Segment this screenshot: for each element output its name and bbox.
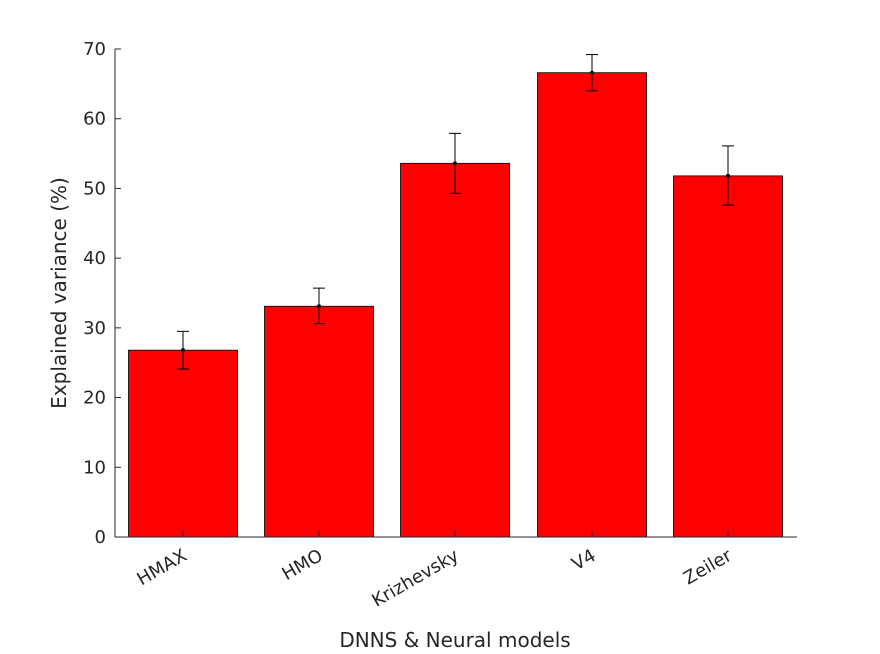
x-tick-label-v4: V4 xyxy=(568,545,599,575)
x-tick-label-hmo: HMO xyxy=(279,545,327,585)
y-tick-label-10: 10 xyxy=(83,457,106,478)
y-tick-label-70: 70 xyxy=(83,39,106,60)
y-tick-label-20: 20 xyxy=(83,388,106,409)
bars-layer xyxy=(128,72,783,538)
bar-krizhevsky xyxy=(400,162,510,538)
x-tick-label-zeiler: Zeiler xyxy=(680,545,736,589)
mean-marker-hmax xyxy=(181,348,185,353)
error-bars-layer xyxy=(177,54,734,370)
bar-hmax xyxy=(128,349,238,538)
y-axis-title: Explained variance (%) xyxy=(47,177,71,409)
bar-zeiler xyxy=(673,175,783,538)
mean-marker-hmo xyxy=(317,304,321,309)
y-tick-label-60: 60 xyxy=(83,109,106,130)
mean-marker-zeiler xyxy=(726,173,730,178)
x-tick-label-hmax: HMAX xyxy=(133,545,190,590)
y-tick-label-0: 0 xyxy=(95,527,106,548)
bar-hmo xyxy=(264,305,374,538)
mean-marker-v4 xyxy=(590,70,594,75)
bar-v4 xyxy=(537,72,647,538)
x-axis-title: DNNS & Neural models xyxy=(339,628,570,652)
y-tick-label-30: 30 xyxy=(83,318,106,339)
mean-marker-krizhevsky xyxy=(453,161,457,166)
y-tick-label-40: 40 xyxy=(83,248,106,269)
y-tick-label-50: 50 xyxy=(83,178,106,199)
axes-layer xyxy=(114,48,797,538)
x-tick-label-krizhevsky: Krizhevsky xyxy=(368,545,462,612)
